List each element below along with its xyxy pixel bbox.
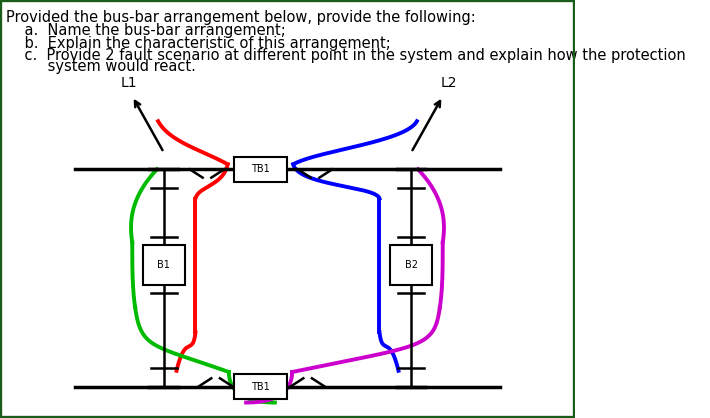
Text: c.  Provide 2 fault scenario at different point in the system and explain how th: c. Provide 2 fault scenario at different… (6, 48, 685, 63)
Text: Provided the bus-bar arrangement below, provide the following:: Provided the bus-bar arrangement below, … (6, 10, 476, 25)
Text: B2: B2 (405, 260, 417, 270)
Text: TB1: TB1 (251, 164, 270, 174)
FancyBboxPatch shape (143, 245, 185, 285)
Text: b.  Explain the characteristic of this arrangement;: b. Explain the characteristic of this ar… (6, 36, 391, 51)
Text: B1: B1 (158, 260, 170, 270)
Text: L2: L2 (440, 76, 457, 90)
Text: system would react.: system would react. (6, 59, 196, 74)
Text: L1: L1 (121, 76, 138, 90)
FancyBboxPatch shape (234, 374, 287, 400)
FancyBboxPatch shape (390, 245, 432, 285)
Text: TB1: TB1 (251, 382, 270, 392)
FancyBboxPatch shape (234, 157, 287, 182)
Text: a.  Name the bus-bar arrangement;: a. Name the bus-bar arrangement; (6, 23, 285, 38)
